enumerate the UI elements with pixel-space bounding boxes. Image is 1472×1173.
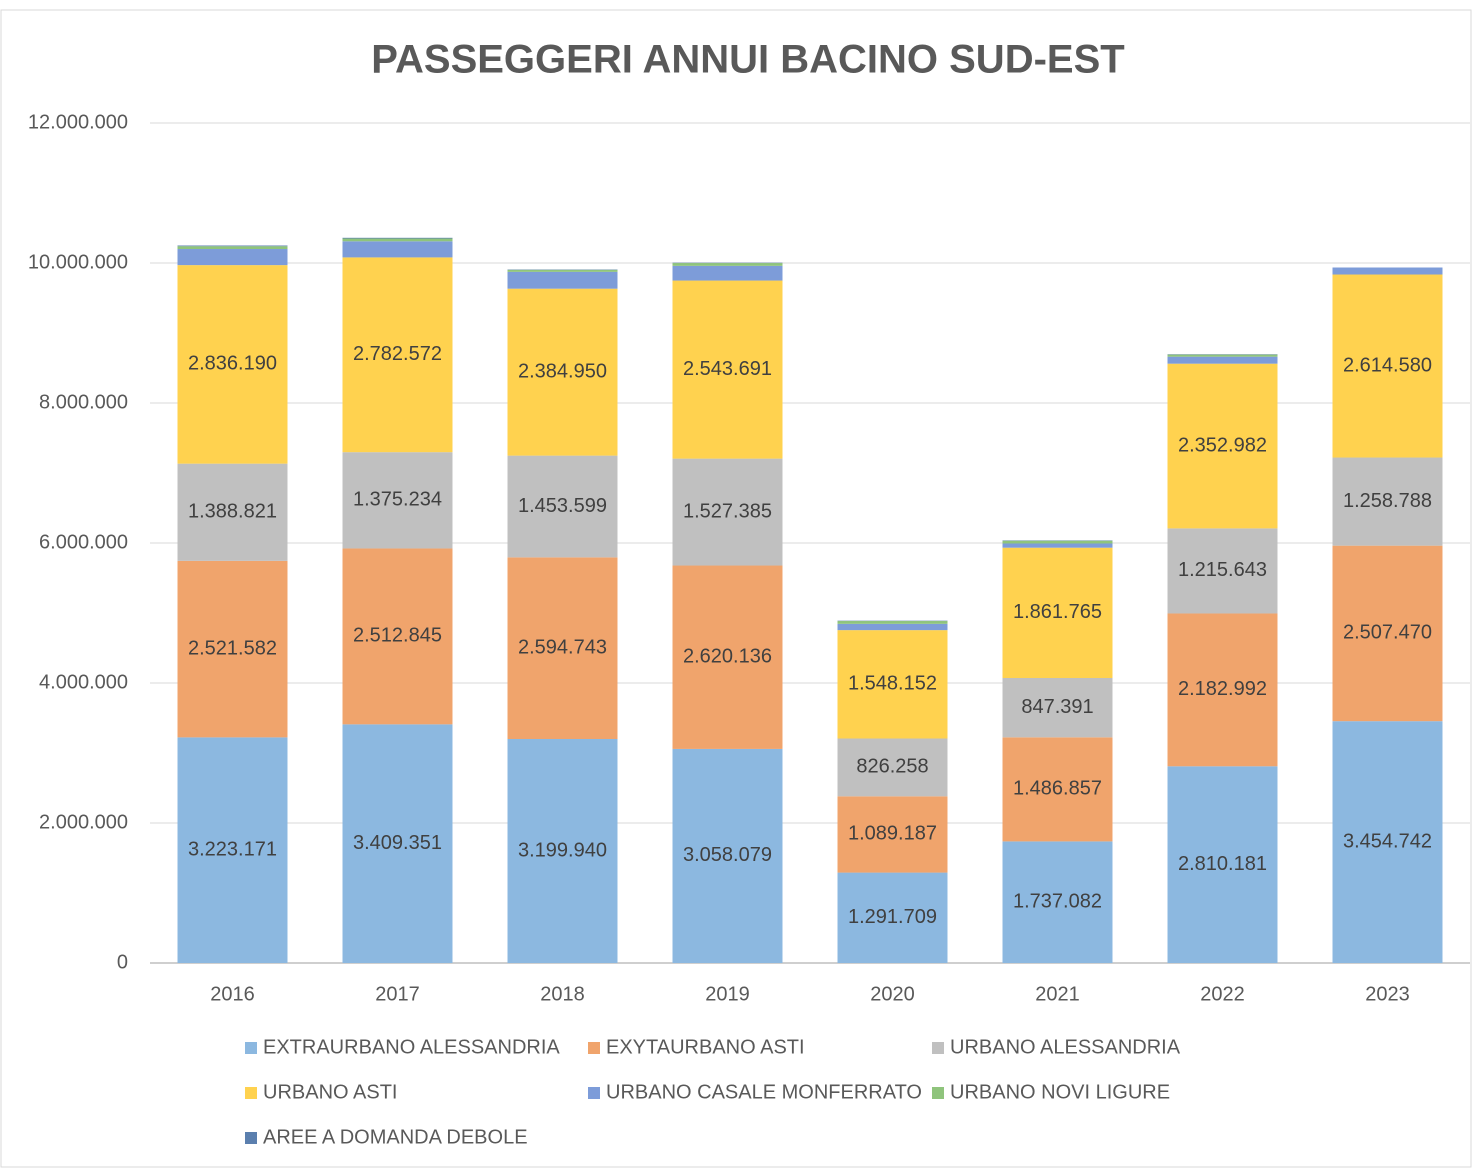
legend-label: AREE A DOMANDA DEBOLE <box>263 1126 528 1148</box>
bar-segment <box>838 621 948 624</box>
data-label: 3.454.742 <box>1343 830 1432 852</box>
y-tick-label: 2.000.000 <box>39 811 128 833</box>
legend-swatch <box>932 1087 944 1099</box>
y-tick-label: 12.000.000 <box>28 111 128 133</box>
bar-segment <box>178 246 288 249</box>
x-tick-label: 2016 <box>210 983 255 1005</box>
bar-segment <box>508 272 618 289</box>
bar-segment <box>673 266 783 281</box>
bar-segment <box>1003 541 1113 544</box>
bar-segment <box>673 263 783 266</box>
data-label: 1.861.765 <box>1013 601 1102 623</box>
legend-swatch <box>245 1087 257 1099</box>
bar-segment <box>343 238 453 241</box>
y-tick-label: 0 <box>117 951 128 973</box>
bar-segment <box>508 270 618 272</box>
legend-swatch <box>245 1132 257 1144</box>
data-label: 2.782.572 <box>353 343 442 365</box>
data-label: 1.527.385 <box>683 500 772 522</box>
data-label: 3.223.171 <box>188 838 277 860</box>
data-label: 2.810.181 <box>1178 853 1267 875</box>
x-tick-label: 2020 <box>870 983 915 1005</box>
data-label: 1.258.788 <box>1343 490 1432 512</box>
data-label: 2.512.845 <box>353 625 442 647</box>
data-label: 1.453.599 <box>518 495 607 517</box>
legend-swatch <box>588 1042 600 1054</box>
bar-segment <box>1168 355 1278 357</box>
data-label: 826.258 <box>856 756 928 778</box>
y-tick-label: 4.000.000 <box>39 671 128 693</box>
data-label: 2.620.136 <box>683 646 772 668</box>
x-tick-label: 2017 <box>375 983 420 1005</box>
data-label: 2.614.580 <box>1343 354 1432 376</box>
legend-swatch <box>932 1042 944 1054</box>
bar-segment <box>1003 543 1113 547</box>
data-label: 2.594.743 <box>518 636 607 658</box>
data-label: 2.521.582 <box>188 637 277 659</box>
legend-swatch <box>245 1042 257 1054</box>
data-label: 1.089.187 <box>848 823 937 845</box>
bar-segment <box>343 238 453 239</box>
y-tick-label: 10.000.000 <box>28 251 128 273</box>
data-label: 3.199.940 <box>518 839 607 861</box>
data-label: 2.543.691 <box>683 358 772 380</box>
data-label: 847.391 <box>1021 696 1093 718</box>
x-tick-label: 2019 <box>705 983 750 1005</box>
y-tick-label: 6.000.000 <box>39 531 128 553</box>
legend-label: EXYTAURBANO ASTI <box>606 1036 805 1058</box>
legend-label: EXTRAURBANO ALESSANDRIA <box>263 1036 560 1058</box>
legend-swatch <box>588 1087 600 1099</box>
x-tick-label: 2022 <box>1200 983 1245 1005</box>
bar-segment <box>343 241 453 257</box>
x-tick-label: 2023 <box>1365 983 1410 1005</box>
bar-segment <box>1168 357 1278 364</box>
bar-segment <box>838 624 948 630</box>
bar-segment <box>1333 268 1443 275</box>
data-label: 1.291.709 <box>848 906 937 928</box>
data-label: 1.737.082 <box>1013 890 1102 912</box>
data-label: 2.182.992 <box>1178 678 1267 700</box>
data-label: 2.836.190 <box>188 353 277 375</box>
chart-title: PASSEGGERI ANNUI BACINO SUD-EST <box>371 38 1124 82</box>
data-label: 1.548.152 <box>848 673 937 695</box>
data-label: 1.215.643 <box>1178 559 1267 581</box>
data-label: 2.352.982 <box>1178 434 1267 456</box>
data-label: 1.375.234 <box>353 489 442 511</box>
legend-label: URBANO ALESSANDRIA <box>950 1036 1181 1058</box>
legend-label: URBANO CASALE MONFERRATO <box>606 1081 922 1103</box>
y-tick-label: 8.000.000 <box>39 391 128 413</box>
data-label: 1.388.821 <box>188 501 277 523</box>
legend-label: URBANO ASTI <box>263 1081 397 1103</box>
data-label: 1.486.857 <box>1013 778 1102 800</box>
legend-label: URBANO NOVI LIGURE <box>950 1081 1170 1103</box>
x-tick-label: 2018 <box>540 983 585 1005</box>
data-label: 3.058.079 <box>683 844 772 866</box>
data-label: 3.409.351 <box>353 832 442 854</box>
bar-segment <box>178 246 288 247</box>
x-tick-label: 2021 <box>1035 983 1080 1005</box>
data-label: 2.507.470 <box>1343 622 1432 644</box>
bar-segment <box>178 249 288 265</box>
data-label: 2.384.950 <box>518 360 607 382</box>
